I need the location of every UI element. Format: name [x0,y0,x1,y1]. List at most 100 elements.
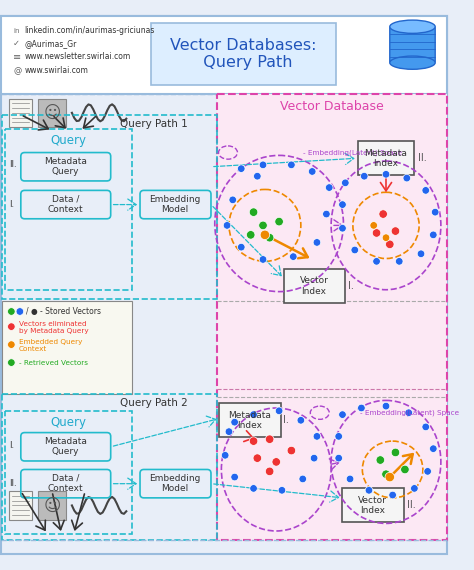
Bar [5,411,132,534]
Text: II.: II. [9,160,17,169]
Circle shape [323,210,330,218]
Bar [9,491,32,520]
Text: I.: I. [348,281,354,291]
Circle shape [385,240,394,249]
Circle shape [391,448,400,457]
Text: Vector Database: Vector Database [280,100,384,113]
Circle shape [339,201,346,209]
Text: Context: Context [19,347,47,352]
Text: Query: Query [50,134,86,146]
Text: II.: II. [407,500,416,511]
Circle shape [389,491,396,499]
Bar [2,301,132,394]
Text: II.: II. [9,479,17,488]
Circle shape [254,172,261,180]
Text: ☺: ☺ [43,104,61,122]
Circle shape [310,454,318,462]
Circle shape [259,221,267,230]
Circle shape [225,428,233,435]
Circle shape [237,165,245,172]
Circle shape [424,467,431,475]
Text: ✓: ✓ [13,39,20,48]
Text: / ● - Stored Vectors: / ● - Stored Vectors [26,307,100,316]
Text: ☺: ☺ [43,496,61,515]
Circle shape [342,179,349,186]
Circle shape [259,161,267,169]
Circle shape [231,473,238,481]
Bar [38,99,66,127]
Text: Embedding
Model: Embedding Model [149,474,201,494]
Circle shape [429,445,437,453]
Circle shape [229,196,237,203]
Circle shape [422,186,429,194]
Text: - Embedding(Latent) Space: - Embedding(Latent) Space [359,409,459,416]
Bar [217,94,447,540]
Circle shape [278,487,286,494]
Circle shape [403,174,410,182]
Text: in: in [13,27,20,34]
Circle shape [360,172,368,180]
Circle shape [422,423,429,431]
Bar [9,99,32,127]
Bar [2,394,217,540]
Circle shape [382,470,390,478]
Circle shape [297,417,305,424]
Circle shape [8,308,15,315]
Circle shape [265,435,274,443]
Text: I.: I. [9,441,15,450]
Text: - Embedding(Latent) Space: - Embedding(Latent) Space [303,149,402,156]
Circle shape [246,231,255,239]
Bar [38,491,66,520]
Circle shape [231,418,238,426]
Circle shape [376,456,384,465]
Circle shape [237,243,245,251]
Text: Embedding
Model: Embedding Model [149,195,201,214]
Text: ≡: ≡ [13,52,21,62]
Circle shape [8,359,15,367]
Circle shape [405,409,412,417]
FancyBboxPatch shape [390,27,435,63]
Text: www.swirlai.com: www.swirlai.com [25,66,89,75]
Circle shape [290,253,297,260]
Circle shape [382,170,390,178]
Circle shape [221,451,229,459]
Circle shape [391,227,400,235]
Circle shape [253,454,262,462]
Circle shape [382,234,390,242]
Circle shape [370,222,377,229]
Text: @: @ [13,66,22,75]
Circle shape [335,433,343,440]
Circle shape [8,323,15,331]
Text: Query Path 2: Query Path 2 [120,398,188,408]
Circle shape [309,168,316,175]
Circle shape [265,234,274,242]
Text: Embedded Query: Embedded Query [19,339,82,345]
Text: I.: I. [283,416,289,425]
Text: Vectors eliminated: Vectors eliminated [19,321,87,327]
Text: Vector
Index: Vector Index [300,276,328,296]
Ellipse shape [390,20,435,33]
Circle shape [346,475,354,483]
Circle shape [250,411,257,418]
Text: Vector
Index: Vector Index [358,496,387,515]
Circle shape [260,230,270,239]
Circle shape [275,407,283,414]
Circle shape [313,239,321,246]
Circle shape [385,473,394,482]
Circle shape [275,217,283,226]
Text: - Retrieved Vectors: - Retrieved Vectors [19,360,88,365]
Text: www.newsletter.swirlai.com: www.newsletter.swirlai.com [25,52,131,62]
Ellipse shape [390,56,435,70]
Circle shape [382,402,390,410]
Bar [219,403,281,437]
Bar [2,115,217,299]
Circle shape [272,458,281,466]
Text: @Aurimas_Gr: @Aurimas_Gr [25,39,77,48]
Circle shape [339,225,346,232]
Circle shape [395,258,403,265]
Circle shape [410,484,418,492]
Circle shape [339,411,346,418]
Bar [343,488,404,523]
Circle shape [299,475,307,483]
Circle shape [313,433,321,440]
